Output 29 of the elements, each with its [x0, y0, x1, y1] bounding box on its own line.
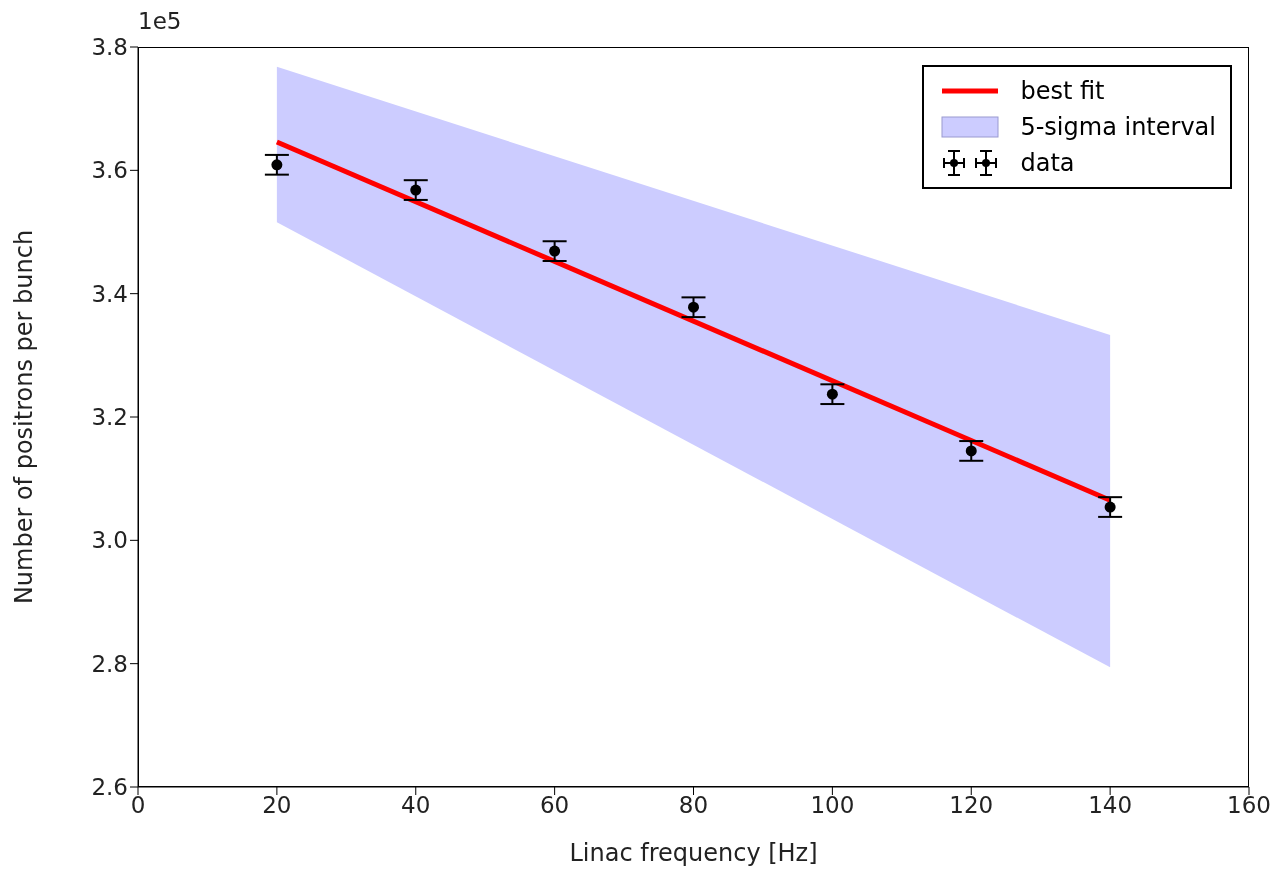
point: [965, 445, 977, 457]
x-tick-label: 160: [1227, 792, 1271, 819]
text: 1e5: [138, 8, 182, 34]
x-tick-label: 140: [1088, 792, 1133, 819]
y-tick-label: 3.4: [91, 280, 128, 307]
y-tick-label: 2.6: [91, 774, 128, 801]
point: [549, 245, 561, 257]
x-axis-title: Linac frequency [Hz]: [569, 839, 818, 867]
y-axis-title: Number of positrons per bunch: [9, 229, 38, 605]
y-tick-label: 3.0: [91, 527, 128, 554]
x-tick-label: 100: [810, 792, 855, 819]
x-tick-label: 40: [401, 792, 431, 819]
legend-label: best fit: [1020, 77, 1105, 105]
point: [1104, 501, 1116, 513]
x-tick-label: 80: [678, 792, 709, 819]
x-tick-label: 120: [949, 792, 994, 819]
x-tick-label: 20: [262, 792, 292, 819]
y-tick-label: 3.8: [91, 34, 128, 61]
point: [410, 184, 422, 196]
point: [826, 388, 838, 400]
point: [271, 159, 283, 171]
legend-label: 5-sigma interval: [1020, 113, 1216, 141]
y-tick-label: 3.6: [91, 157, 128, 184]
y-tick-label: 2.8: [91, 650, 128, 677]
x-tick-label: 60: [539, 792, 570, 819]
legend-label: data: [1020, 149, 1075, 177]
x-tick-label: 0: [130, 792, 146, 819]
point: [688, 301, 699, 313]
y-tick-label: 3.2: [91, 404, 128, 431]
